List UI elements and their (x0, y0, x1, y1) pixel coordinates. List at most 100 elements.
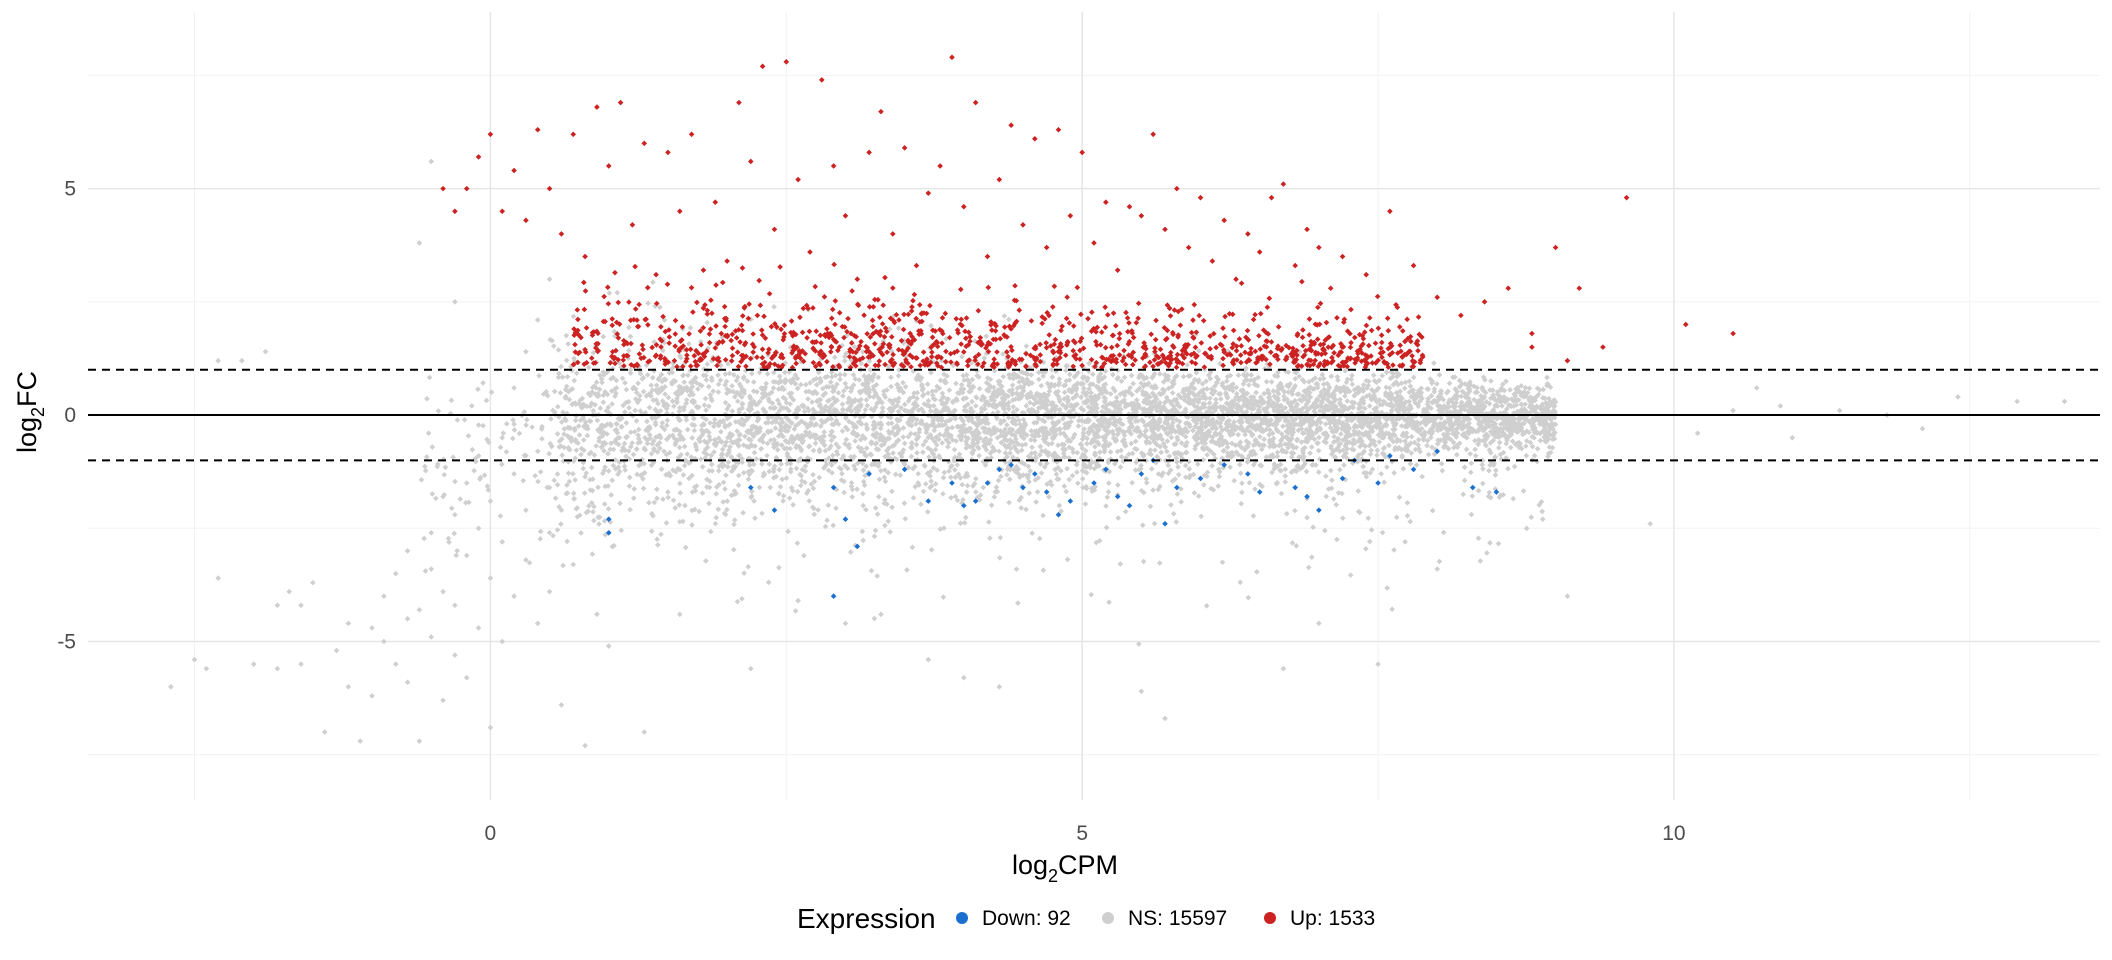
ns-point (723, 378, 730, 385)
ns-point (825, 416, 831, 423)
ns-point (973, 427, 980, 433)
ns-point (1323, 439, 1329, 446)
ns-point (645, 300, 651, 307)
ns-point (1382, 392, 1389, 399)
ns-point (963, 395, 970, 401)
ns-point (1142, 422, 1148, 429)
ns-point (573, 370, 580, 377)
ns-point (838, 411, 845, 417)
ns-point (1015, 449, 1021, 455)
ns-point (1116, 402, 1123, 409)
ns-point (594, 417, 601, 424)
ns-point (1112, 438, 1119, 444)
ns-point (908, 453, 915, 460)
ns-point (983, 333, 989, 339)
ns-point (1404, 434, 1410, 440)
ns-point (555, 403, 561, 410)
ns-point (736, 406, 743, 413)
ns-point (839, 470, 845, 477)
ns-point (1058, 508, 1064, 515)
ns-point (1398, 423, 1405, 429)
ns-point (968, 385, 975, 392)
ns-point (1317, 408, 1323, 414)
ns-point (1429, 444, 1435, 450)
ns-point (858, 421, 865, 427)
ns-point (932, 409, 938, 415)
ns-point (776, 466, 783, 473)
ns-point (776, 373, 783, 380)
ns-point (1102, 368, 1109, 374)
ns-point (652, 303, 658, 309)
ns-point (600, 470, 606, 477)
ns-point (1507, 387, 1513, 393)
ns-point (918, 501, 924, 508)
ns-point (676, 404, 683, 411)
ns-point (627, 506, 633, 513)
ns-point (964, 377, 971, 383)
ns-point (1105, 489, 1112, 495)
ns-point (1175, 392, 1182, 398)
ns-point (615, 471, 621, 478)
ns-point (864, 384, 870, 390)
ns-point (840, 393, 846, 399)
ns-point (888, 420, 895, 427)
ns-point (934, 383, 940, 390)
ns-point (1231, 477, 1238, 484)
ns-point (969, 376, 976, 383)
ns-point (565, 341, 571, 347)
ns-point (734, 428, 740, 434)
ns-point (872, 505, 879, 511)
ns-point (898, 453, 905, 460)
ns-point (1360, 463, 1367, 470)
ns-point (1038, 382, 1045, 389)
ns-point (584, 432, 591, 439)
ns-point (800, 437, 806, 444)
ns-point (918, 406, 925, 412)
ns-point (1192, 376, 1198, 383)
ns-point (1493, 467, 1499, 474)
ns-point (734, 374, 741, 381)
ns-point (761, 470, 767, 477)
ns-point (1238, 444, 1245, 451)
ns-point (1107, 416, 1113, 423)
ns-point (994, 402, 1001, 409)
ns-point (1535, 391, 1542, 398)
ns-point (868, 567, 875, 574)
ns-point (1408, 433, 1415, 440)
ns-point (612, 333, 618, 339)
ns-point (1081, 385, 1087, 392)
ns-point (1386, 442, 1392, 449)
ns-point (558, 521, 564, 527)
ns-point (902, 383, 909, 390)
ns-point (1255, 374, 1261, 381)
ns-point (848, 385, 854, 391)
ns-point (781, 424, 788, 431)
ns-point (708, 452, 715, 459)
ns-point (1116, 416, 1123, 423)
ns-point (1485, 433, 1491, 439)
ns-point (616, 434, 623, 441)
ns-point (787, 377, 793, 384)
ns-point (604, 421, 611, 428)
ns-point (1207, 395, 1213, 402)
ns-point (1372, 442, 1378, 449)
ns-point (1246, 479, 1253, 486)
ns-point (716, 481, 722, 488)
ns-point (1070, 449, 1076, 456)
ns-point (556, 504, 562, 510)
ns-point (848, 397, 854, 404)
ns-point (1183, 449, 1190, 456)
ns-point (1038, 470, 1045, 476)
ns-point (1427, 434, 1434, 441)
ns-point (760, 406, 767, 412)
ns-point (1015, 466, 1022, 473)
ns-point (962, 404, 968, 410)
ns-point (778, 431, 784, 437)
ns-point (1013, 463, 1020, 470)
ns-point (557, 390, 564, 396)
ns-point (822, 403, 829, 410)
ns-point (820, 392, 827, 398)
ns-point (790, 397, 797, 403)
ns-point (1274, 453, 1281, 460)
ns-point (925, 434, 932, 441)
